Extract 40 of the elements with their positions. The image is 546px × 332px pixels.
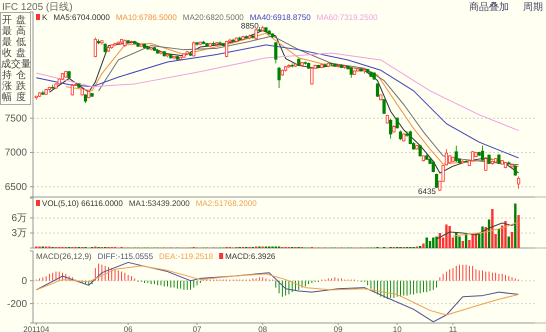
x-tick-label: 08: [258, 325, 268, 332]
annotation: 8850: [240, 22, 260, 31]
text: 最高: [2, 25, 30, 37]
text: 幅度: [2, 91, 30, 103]
legend-label: VOL(5,10) 66116.0000: [42, 199, 124, 208]
x-tick-label: 07: [192, 325, 202, 332]
text: 涨跌: [2, 80, 30, 92]
y-tick-label: -200: [6, 298, 28, 310]
text: 最低: [2, 37, 30, 48]
text: 开盘: [2, 14, 30, 26]
annotation: MACD(26,12,9): [36, 252, 92, 261]
chart-title: IFC 1205 (日线): [2, 1, 73, 13]
text: MA2:51768.2000: [196, 199, 258, 208]
legend-label: K: [42, 13, 48, 22]
y-tick-label: 6500: [4, 182, 28, 193]
annotation: 商品叠加: [469, 1, 509, 13]
y-tick-label: 7000: [4, 148, 28, 159]
text: 成交量: [1, 58, 31, 70]
text: MA40:6918.8750: [250, 13, 312, 22]
series-label: DEA:-119.2518: [159, 252, 214, 261]
text: MA20:6820.5000: [182, 13, 244, 22]
text: 持仓: [2, 69, 30, 81]
y-tick-label: 7500: [4, 113, 28, 124]
text: 收盘: [2, 47, 30, 59]
text: MA60:7319.2500: [316, 13, 378, 22]
x-tick-label: 10: [392, 325, 402, 332]
y-tick-label: 3万: [11, 228, 27, 240]
x-tick-label: 06: [124, 325, 134, 332]
series-label: DIFF:-115.0555: [98, 252, 154, 261]
text: MA1:53439.2000: [128, 199, 190, 208]
x-tick-label: 11: [448, 325, 458, 332]
x-tick-label: 201104: [23, 325, 50, 332]
legend-label: MACD:6.3926: [225, 252, 276, 261]
text: MA10:6786.5000: [116, 13, 178, 22]
x-tick-label: 09: [334, 325, 344, 332]
text: MA5:6704.0000: [53, 13, 110, 22]
y-tick-label: 6万: [11, 213, 27, 224]
annotation: 6435: [418, 187, 436, 196]
text: 周期: [523, 1, 543, 13]
y-tick-label: 0: [21, 276, 28, 287]
